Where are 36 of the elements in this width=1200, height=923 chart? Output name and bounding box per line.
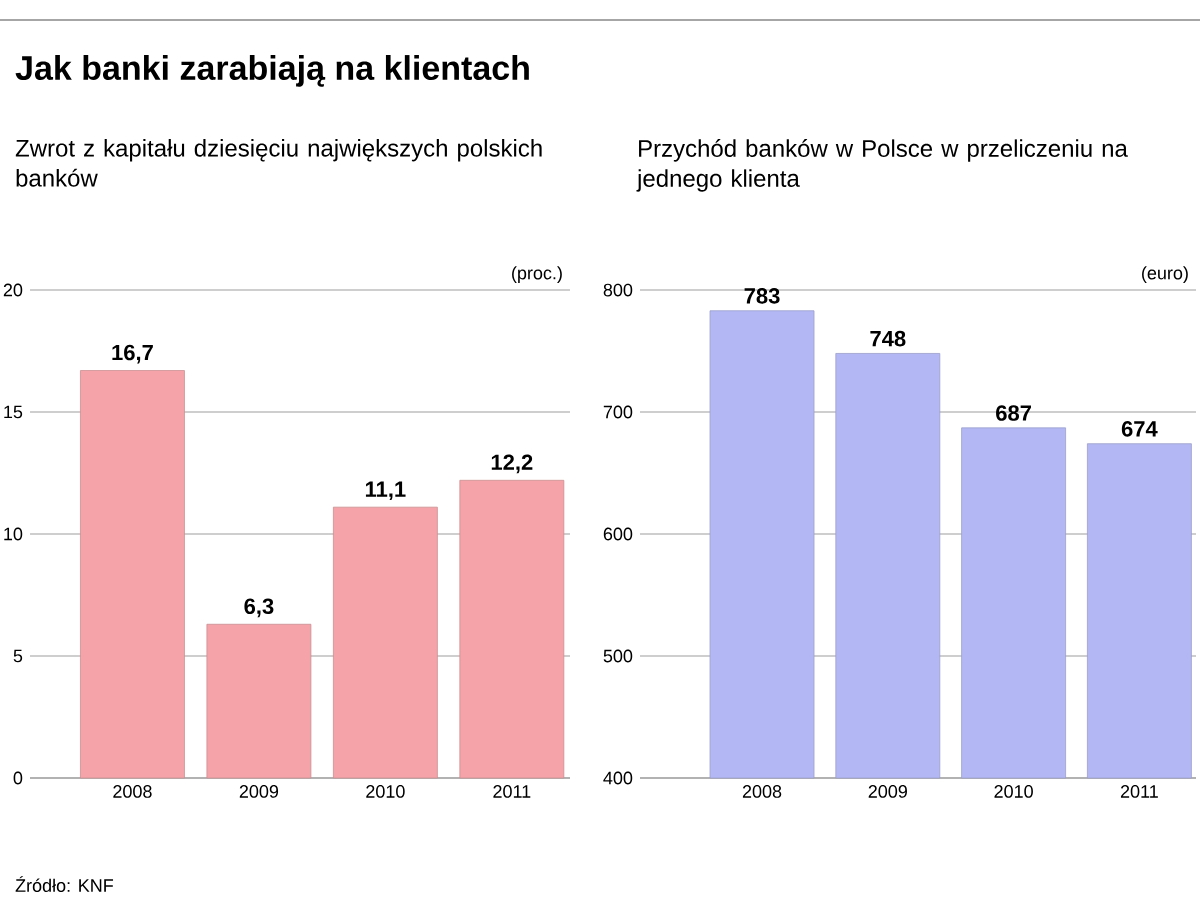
x-tick-label: 2008 — [113, 785, 152, 798]
y-tick-label: 5 — [13, 649, 23, 663]
y-tick-label: 600 — [603, 527, 633, 541]
data-label: 11,1 — [365, 481, 406, 501]
data-label: 687 — [996, 405, 1031, 421]
x-tick-label: 2009 — [239, 785, 279, 798]
bar — [80, 370, 185, 779]
x-tick-label: 2009 — [868, 785, 907, 798]
y-tick-label: 0 — [13, 771, 23, 785]
data-label: 12,2 — [491, 454, 533, 474]
x-tick-label: 2011 — [1120, 785, 1158, 798]
y-tick-label: 15 — [4, 405, 23, 419]
chart-title: Jak banki zarabiają na klientach — [15, 55, 529, 87]
bar — [459, 479, 565, 779]
y-axis-title: (proc.) — [512, 266, 562, 283]
x-tick-label: 2010 — [366, 785, 405, 798]
bar — [332, 506, 438, 779]
y-tick-label: 700 — [603, 405, 633, 419]
y-tick-label: 20 — [3, 283, 23, 297]
chart-subtitle: Zwrot z kapitału dziesięciu największych polskich banków — [15, 139, 542, 187]
x-tick-label: 2008 — [742, 785, 782, 798]
x-tick-label: 2010 — [994, 785, 1033, 798]
y-tick-label: 500 — [603, 649, 633, 663]
data-label: 783 — [744, 288, 780, 304]
data-label: 16,7 — [112, 344, 153, 364]
data-label: 674 — [1121, 421, 1158, 437]
data-label: 748 — [870, 330, 906, 347]
y-axis-title: (euro) — [1142, 266, 1188, 283]
x-tick-label: 2011 — [493, 785, 531, 798]
chart-subtitle: Przychód banków w Polsce w przeliczeniu na jednego klienta — [636, 139, 1128, 192]
y-tick-label: 800 — [603, 283, 633, 297]
text: Źródło: KNF — [15, 876, 114, 892]
y-tick-label: 400 — [603, 771, 633, 785]
bar — [206, 623, 312, 779]
y-tick-label: 10 — [4, 527, 23, 541]
data-label: 6,3 — [244, 598, 274, 618]
